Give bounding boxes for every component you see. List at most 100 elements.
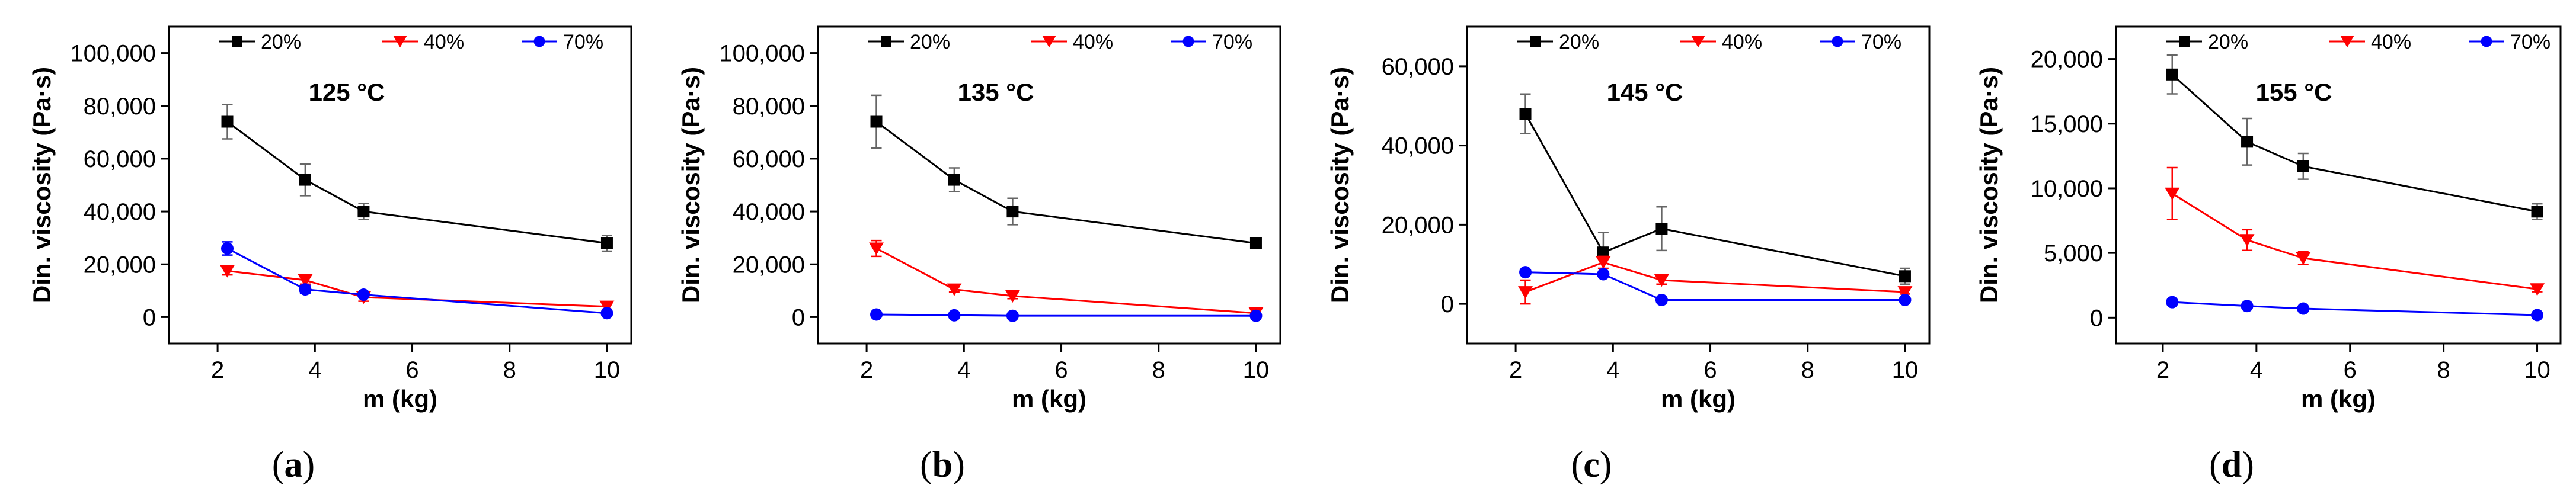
data-point: [1897, 286, 1913, 299]
data-point: [870, 115, 883, 128]
data-point: [600, 237, 613, 249]
series-line: [227, 269, 608, 308]
y-tick-label: 0: [2090, 305, 2103, 331]
data-point: [1519, 266, 1532, 279]
data-point: [948, 174, 960, 186]
series-line: [875, 121, 1257, 245]
x-axis-label: m (kg): [1661, 385, 1736, 413]
series-line: [226, 121, 608, 245]
y-tick-label: 80,000: [733, 94, 805, 120]
x-tick-label: 6: [1704, 357, 1717, 383]
y-tick-label: 40,000: [733, 199, 805, 225]
data-point: [947, 283, 962, 296]
x-tick-label: 8: [1801, 357, 1814, 383]
chart-panel-2: 0 20,000 40,000 60,000 80,000 100,000 2 4 6 8 10 m …: [677, 25, 1281, 485]
legend-label: 40%: [424, 31, 464, 53]
y-tick-label: 60,000: [733, 146, 805, 172]
data-point: [357, 288, 370, 301]
series-40pct: [869, 239, 1264, 320]
temperature-annotation: 145 °C: [1607, 78, 1683, 106]
series-40pct: [2165, 166, 2545, 296]
x-tick-label: 10: [2524, 357, 2551, 383]
data-point: [2166, 296, 2179, 309]
data-point: [1597, 246, 1609, 259]
legend-label: 70%: [1861, 31, 1901, 53]
data-point: [948, 309, 961, 322]
y-tick-label: 40,000: [1382, 133, 1454, 159]
series-line: [226, 248, 608, 314]
data-point: [1249, 237, 1262, 249]
data-point: [221, 115, 234, 128]
x-tick-label: 10: [594, 357, 621, 383]
data-point: [2531, 309, 2544, 322]
data-point: [2297, 302, 2310, 315]
legend-label: 70%: [1212, 31, 1252, 53]
data-point: [2530, 283, 2545, 296]
x-tick-label: 10: [1892, 357, 1919, 383]
y-tick-label: 5,000: [2044, 240, 2103, 267]
x-tick-label: 8: [503, 357, 516, 383]
x-tick-label: 10: [1243, 357, 1270, 383]
x-tick-label: 6: [2344, 357, 2357, 383]
legend-label: 20%: [1559, 31, 1599, 53]
panel-label: (d): [2209, 445, 2254, 485]
series-line: [2171, 73, 2537, 213]
temperature-annotation: 135 °C: [958, 78, 1034, 106]
data-point: [1249, 309, 1263, 322]
x-tick-label: 6: [405, 357, 418, 383]
data-point: [2296, 252, 2311, 265]
chart-panel-3: 0 20,000 40,000 60,000 2 4 6 8 10 m (kg) Din. visc…: [1326, 25, 1931, 485]
legend: 20% 40% 70%: [868, 31, 1252, 53]
y-axis-label: Din. viscosity (Pa·s): [28, 67, 56, 303]
series-70pct: [870, 308, 1263, 322]
series-line: [2171, 192, 2537, 290]
data-point: [1655, 293, 1668, 306]
data-point: [1655, 223, 1668, 235]
x-axis-label: m (kg): [1012, 385, 1086, 413]
x-tick-label: 8: [1152, 357, 1165, 383]
legend-marker: [1182, 36, 1194, 47]
legend-marker: [232, 36, 242, 47]
data-point: [870, 308, 883, 321]
legend-marker: [533, 36, 545, 47]
series-40pct: [1518, 255, 1913, 305]
legend-marker: [2481, 36, 2492, 47]
data-point: [2239, 234, 2255, 247]
legend-marker: [1691, 36, 1705, 48]
plot-frame: [817, 25, 1281, 345]
y-tick-label: 100,000: [719, 41, 805, 67]
data-point: [1519, 108, 1532, 120]
series-line: [875, 248, 1257, 314]
data-point: [1899, 270, 1911, 283]
temperature-annotation: 155 °C: [2256, 78, 2332, 106]
series-line: [876, 313, 1256, 317]
data-point: [600, 307, 613, 320]
x-tick-label: 2: [860, 357, 873, 383]
data-point: [1597, 268, 1610, 281]
legend-label: 40%: [2371, 31, 2411, 53]
x-tick-label: 2: [211, 357, 224, 383]
data-point: [2297, 160, 2309, 172]
data-point: [220, 265, 235, 278]
legend: 20% 40% 70%: [219, 31, 603, 53]
x-axis-label: m (kg): [2301, 385, 2376, 413]
x-tick-label: 4: [1606, 357, 1619, 383]
x-tick-label: 4: [957, 357, 970, 383]
series-line: [1524, 113, 1906, 277]
data-point: [2165, 187, 2180, 200]
series-70pct: [221, 241, 613, 320]
data-point: [298, 274, 313, 287]
data-point: [1006, 309, 1019, 322]
x-axis-label: m (kg): [363, 385, 437, 413]
y-axis-label: Din. viscosity (Pa·s): [1975, 67, 2003, 303]
x-tick-label: 2: [2156, 357, 2169, 383]
data-point: [299, 174, 311, 186]
x-tick-label: 4: [2250, 357, 2263, 383]
x-tick-label: 4: [308, 357, 321, 383]
y-axis-label: Din. viscosity (Pa·s): [1326, 67, 1354, 303]
y-tick-label: 20,000: [2031, 47, 2103, 73]
y-tick-label: 10,000: [2031, 176, 2103, 202]
series-20pct: [221, 104, 613, 252]
legend-label: 40%: [1073, 31, 1113, 53]
data-point: [1654, 274, 1669, 287]
